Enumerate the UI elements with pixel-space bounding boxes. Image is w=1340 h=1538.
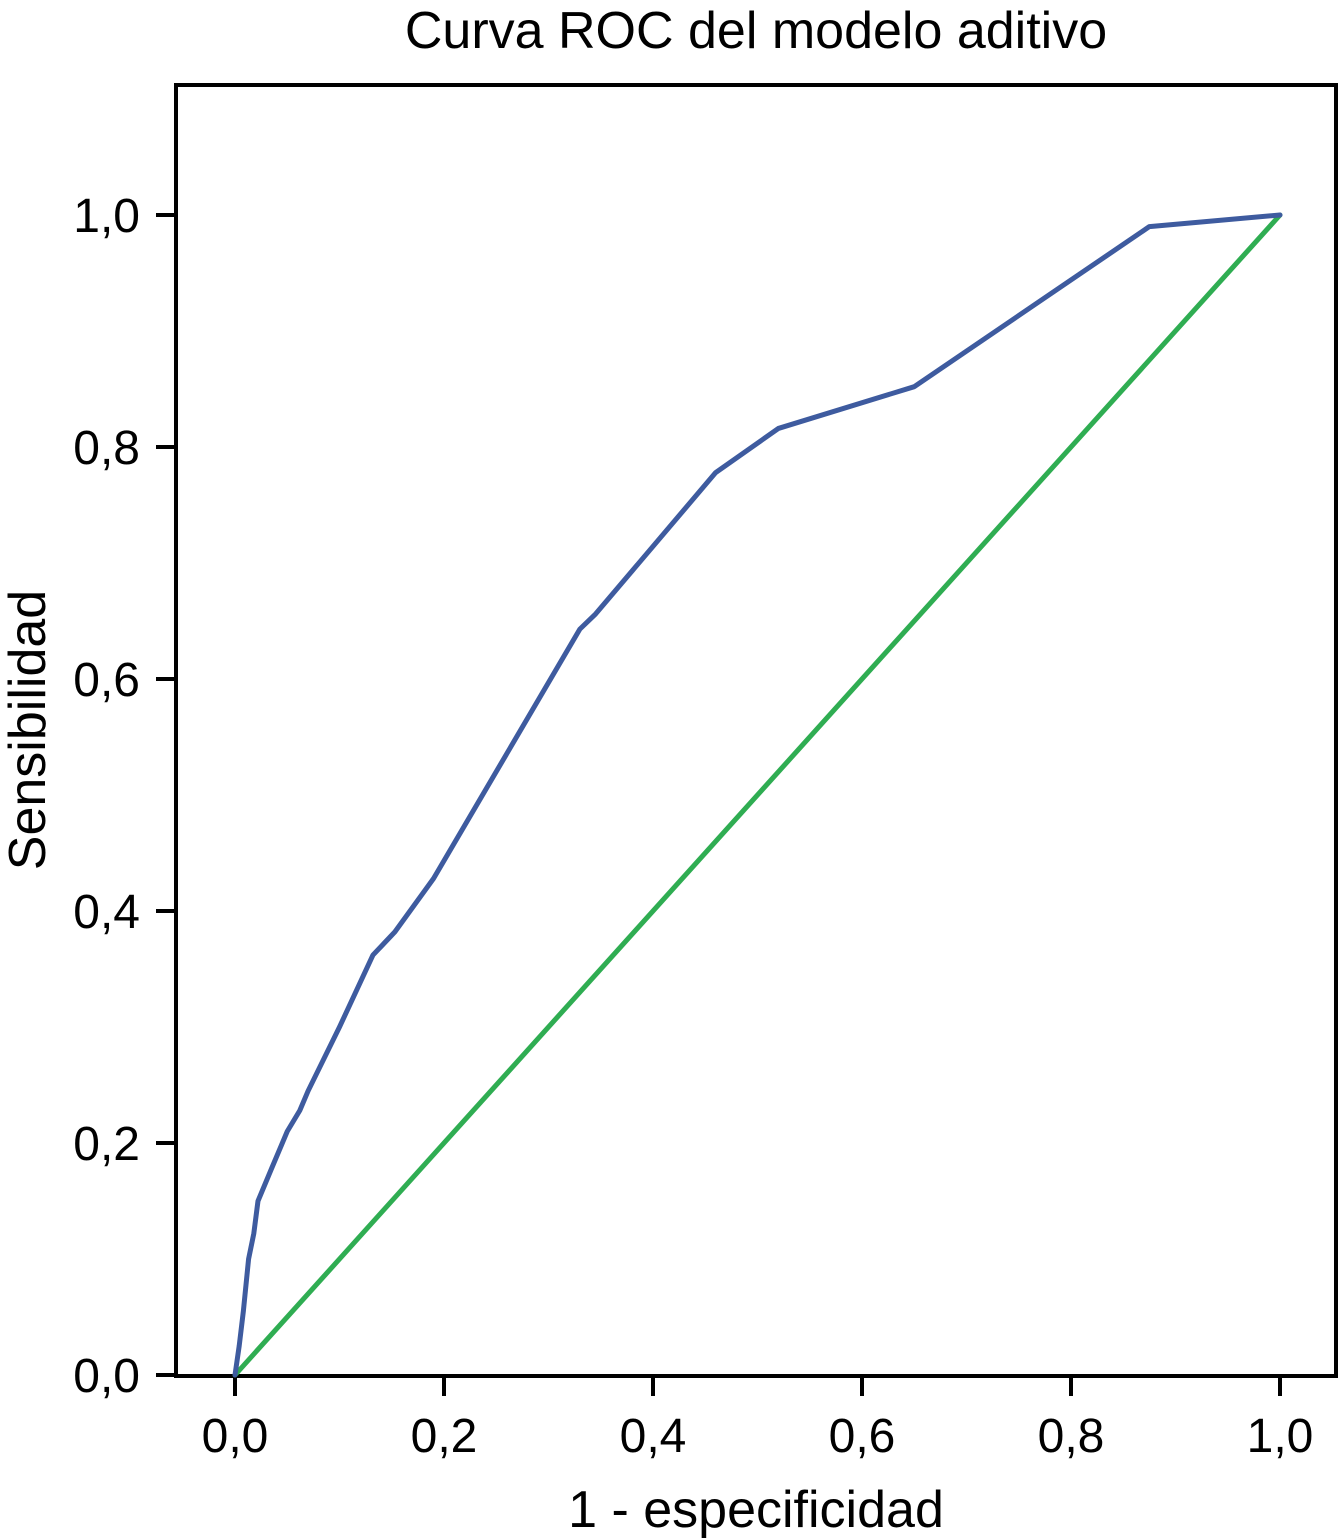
x-axis-label: 1 - especificidad: [568, 1481, 944, 1538]
x-tick-label: 0,0: [202, 1410, 269, 1463]
series-curva-roc: [232, 212, 1283, 1378]
x-tick-label: 0,8: [1038, 1410, 1105, 1463]
y-tick-label: 0,2: [73, 1118, 140, 1171]
chart-title: Curva ROC del modelo aditivo: [404, 2, 1108, 60]
y-axis-label: Sensibilidad: [0, 589, 57, 871]
y-tick-label: 0,8: [73, 422, 140, 475]
x-tick-label: 0,2: [411, 1410, 478, 1463]
plot-frame: [174, 83, 1338, 1378]
x-tick-label: 0,4: [620, 1410, 687, 1463]
x-tick-label: 1,0: [1247, 1410, 1314, 1463]
series-linea-de-referencia: [232, 212, 1283, 1378]
x-tick-label: 0,6: [829, 1410, 896, 1463]
y-tick-label: 0,6: [73, 654, 140, 707]
y-tick-label: 0,0: [73, 1350, 140, 1403]
y-tick-label: 1,0: [73, 190, 140, 243]
y-tick-label: 0,4: [73, 886, 140, 939]
